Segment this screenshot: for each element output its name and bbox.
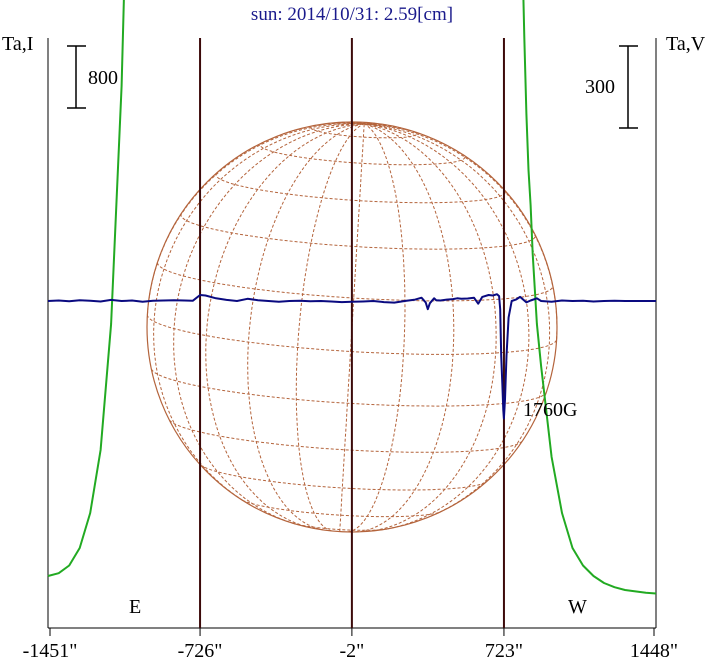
disk-grid-line [150,368,547,407]
left-scale-bar-label: 800 [88,67,118,89]
disk-grid-line [355,123,455,533]
disk-grid-line [364,123,558,340]
series-polarization-line [47,293,656,420]
x-tick-label: 1448" [630,640,678,662]
disk-grid-line [169,419,523,453]
chart-title: sun: 2014/10/31: 2.59[cm] [251,4,453,25]
disk-grid-line [173,123,365,525]
peak-field-label: 1760G [523,399,577,421]
disk-grid-line [146,122,365,315]
left-axis-label: Ta,I [2,33,33,55]
x-tick-label: -726" [178,640,223,662]
disk-grid-line [364,123,497,532]
disk-grid-line [199,464,487,491]
disk-grid-line [347,123,406,533]
west-label: W [568,596,587,618]
disk-grid-line [153,123,365,506]
east-label: E [129,596,141,618]
x-tick-label: 723" [485,640,523,662]
disk-grid-line [205,123,365,528]
disk-grid-line [295,123,365,532]
disk-grid-line [364,123,551,517]
left-scale-bar [67,45,86,109]
right-scale-bar [619,45,638,129]
disk-grid-line [364,123,530,530]
position-lines [199,38,505,628]
right-axis-label: Ta,V [666,33,706,55]
series-intensity-line [47,0,657,595]
disk-grid-line [242,499,441,518]
disk-grid-line [364,123,444,145]
x-tick-label: -2" [339,640,364,662]
right-scale-bar-label: 300 [585,76,615,98]
x-tick-label: -1451" [23,640,78,662]
disk-grid-line [259,142,466,166]
disk-grid-line [247,123,365,531]
x-axis-ticks: -1451" -726" -2" 723" 1448" [23,628,678,662]
